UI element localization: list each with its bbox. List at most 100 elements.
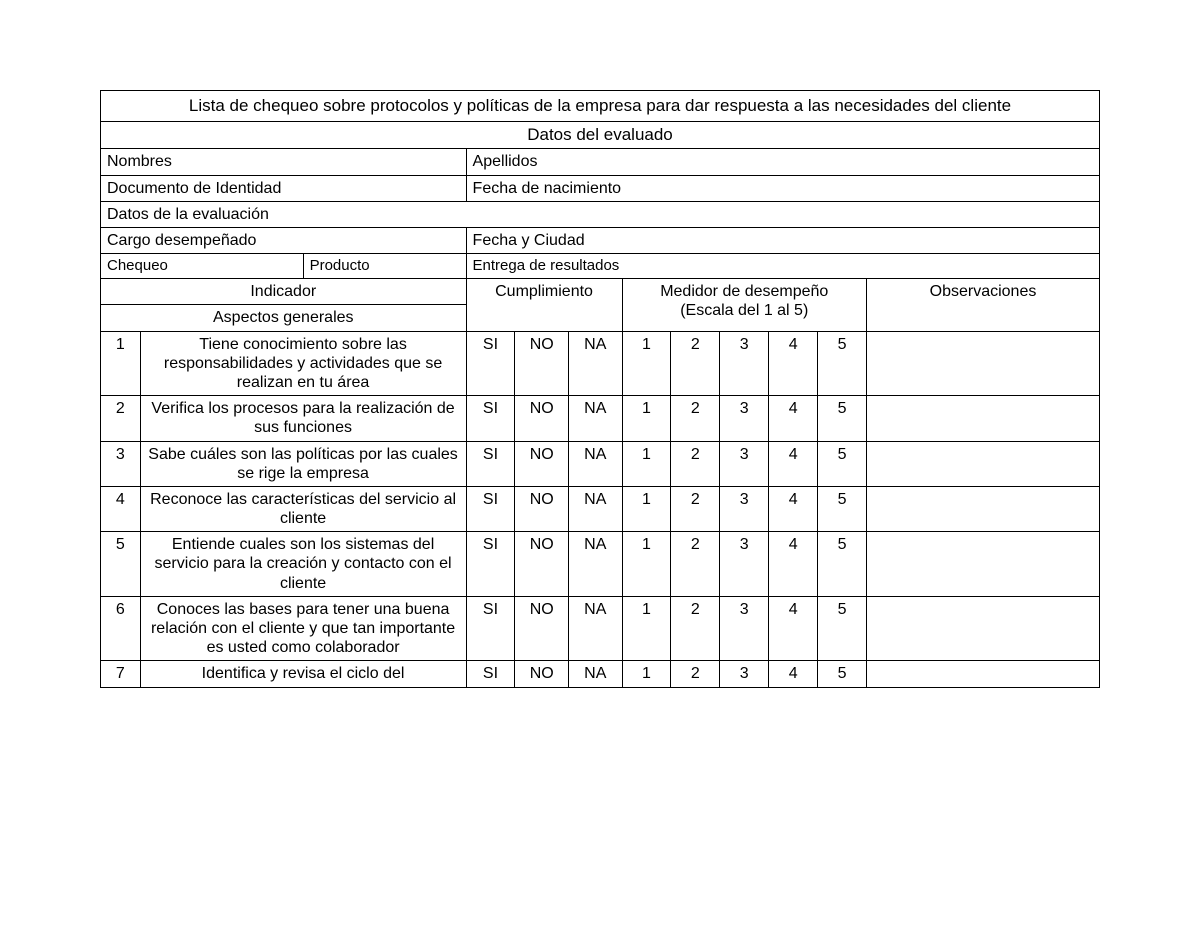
table-row: 1 Tiene conocimiento sobre las responsabi… <box>101 331 1100 396</box>
cell-scale-5[interactable]: 5 <box>818 441 867 486</box>
cell-scale-4[interactable]: 4 <box>769 331 818 396</box>
cell-si[interactable]: SI <box>466 331 515 396</box>
row-text: Reconoce las características del servici… <box>140 486 466 531</box>
cell-observaciones[interactable] <box>866 396 1099 441</box>
cell-observaciones[interactable] <box>866 661 1099 687</box>
cell-scale-5[interactable]: 5 <box>818 596 867 661</box>
cell-na[interactable]: NA <box>568 486 622 531</box>
cell-no[interactable]: NO <box>515 396 569 441</box>
checklist-table: Lista de chequeo sobre protocolos y polí… <box>100 90 1100 688</box>
col-medidor-line1: Medidor de desempeño <box>660 283 828 300</box>
row-number: 7 <box>101 661 141 687</box>
cell-na[interactable]: NA <box>568 331 622 396</box>
cell-na[interactable]: NA <box>568 396 622 441</box>
table-row: 7Identifica y revisa el ciclo delSINONA1… <box>101 661 1100 687</box>
cell-scale-5[interactable]: 5 <box>818 331 867 396</box>
cell-scale-1[interactable]: 1 <box>622 396 671 441</box>
col-aspectos: Aspectos generales <box>101 305 467 331</box>
cell-scale-3[interactable]: 3 <box>720 486 769 531</box>
table-row: 6Conoces las bases para tener una buena … <box>101 596 1100 661</box>
cell-observaciones[interactable] <box>866 441 1099 486</box>
cell-scale-2[interactable]: 2 <box>671 396 720 441</box>
label-documento: Documento de Identidad <box>101 175 467 201</box>
cell-scale-5[interactable]: 5 <box>818 532 867 597</box>
cell-na[interactable]: NA <box>568 661 622 687</box>
table-row: 5Entiende cuales son los sistemas del se… <box>101 532 1100 597</box>
label-nombres: Nombres <box>101 149 467 175</box>
col-indicador: Indicador <box>101 279 467 305</box>
cell-no[interactable]: NO <box>515 596 569 661</box>
cell-scale-3[interactable]: 3 <box>720 396 769 441</box>
section-evaluado: Datos del evaluado <box>101 122 1100 149</box>
label-apellidos: Apellidos <box>466 149 1099 175</box>
cell-no[interactable]: NO <box>515 441 569 486</box>
row-text: Identifica y revisa el ciclo del <box>140 661 466 687</box>
label-cargo: Cargo desempeñado <box>101 228 467 254</box>
cell-scale-2[interactable]: 2 <box>671 486 720 531</box>
cell-scale-4[interactable]: 4 <box>769 532 818 597</box>
cell-scale-2[interactable]: 2 <box>671 441 720 486</box>
cell-scale-1[interactable]: 1 <box>622 661 671 687</box>
cell-scale-5[interactable]: 5 <box>818 661 867 687</box>
row-number: 5 <box>101 532 141 597</box>
cell-no[interactable]: NO <box>515 661 569 687</box>
cell-scale-3[interactable]: 3 <box>720 441 769 486</box>
cell-scale-1[interactable]: 1 <box>622 331 671 396</box>
row-number: 3 <box>101 441 141 486</box>
cell-si[interactable]: SI <box>466 661 515 687</box>
table-row: 2Verifica los procesos para la realizaci… <box>101 396 1100 441</box>
col-medidor-line2: (Escala del 1 al 5) <box>680 302 808 319</box>
cell-no[interactable]: NO <box>515 486 569 531</box>
cell-si[interactable]: SI <box>466 596 515 661</box>
col-observaciones: Observaciones <box>866 279 1099 331</box>
cell-scale-5[interactable]: 5 <box>818 396 867 441</box>
col-medidor: Medidor de desempeño (Escala del 1 al 5) <box>622 279 866 331</box>
cell-scale-3[interactable]: 3 <box>720 532 769 597</box>
cell-scale-1[interactable]: 1 <box>622 486 671 531</box>
row-text: Verifica los procesos para la realizació… <box>140 396 466 441</box>
row-number: 2 <box>101 396 141 441</box>
row-number: 4 <box>101 486 141 531</box>
cell-si[interactable]: SI <box>466 486 515 531</box>
cell-scale-1[interactable]: 1 <box>622 596 671 661</box>
cell-na[interactable]: NA <box>568 596 622 661</box>
row-text: Tiene conocimiento sobre las responsabil… <box>140 331 466 396</box>
cell-observaciones[interactable] <box>866 532 1099 597</box>
cell-no[interactable]: NO <box>515 532 569 597</box>
cell-scale-4[interactable]: 4 <box>769 441 818 486</box>
cell-na[interactable]: NA <box>568 532 622 597</box>
row-text: Sabe cuáles son las políticas por las cu… <box>140 441 466 486</box>
cell-scale-2[interactable]: 2 <box>671 661 720 687</box>
cell-scale-3[interactable]: 3 <box>720 661 769 687</box>
label-fecha-ciudad: Fecha y Ciudad <box>466 228 1099 254</box>
cell-scale-4[interactable]: 4 <box>769 486 818 531</box>
cell-si[interactable]: SI <box>466 532 515 597</box>
cell-scale-1[interactable]: 1 <box>622 441 671 486</box>
row-text: Entiende cuales son los sistemas del ser… <box>140 532 466 597</box>
cell-scale-1[interactable]: 1 <box>622 532 671 597</box>
label-chequeo: Chequeo <box>101 254 304 279</box>
cell-scale-4[interactable]: 4 <box>769 596 818 661</box>
cell-scale-2[interactable]: 2 <box>671 331 720 396</box>
cell-observaciones[interactable] <box>866 331 1099 396</box>
form-title: Lista de chequeo sobre protocolos y polí… <box>101 91 1100 122</box>
cell-scale-3[interactable]: 3 <box>720 596 769 661</box>
cell-si[interactable]: SI <box>466 396 515 441</box>
cell-scale-4[interactable]: 4 <box>769 396 818 441</box>
cell-na[interactable]: NA <box>568 441 622 486</box>
cell-scale-2[interactable]: 2 <box>671 532 720 597</box>
cell-scale-5[interactable]: 5 <box>818 486 867 531</box>
label-entrega: Entrega de resultados <box>466 254 1099 279</box>
cell-scale-3[interactable]: 3 <box>720 331 769 396</box>
table-row: 4Reconoce las características del servic… <box>101 486 1100 531</box>
cell-scale-4[interactable]: 4 <box>769 661 818 687</box>
row-number: 6 <box>101 596 141 661</box>
cell-observaciones[interactable] <box>866 486 1099 531</box>
cell-si[interactable]: SI <box>466 441 515 486</box>
label-fecha-nac: Fecha de nacimiento <box>466 175 1099 201</box>
section-evaluacion: Datos de la evaluación <box>101 201 1100 227</box>
cell-no[interactable]: NO <box>515 331 569 396</box>
row-text: Conoces las bases para tener una buena r… <box>140 596 466 661</box>
cell-observaciones[interactable] <box>866 596 1099 661</box>
cell-scale-2[interactable]: 2 <box>671 596 720 661</box>
